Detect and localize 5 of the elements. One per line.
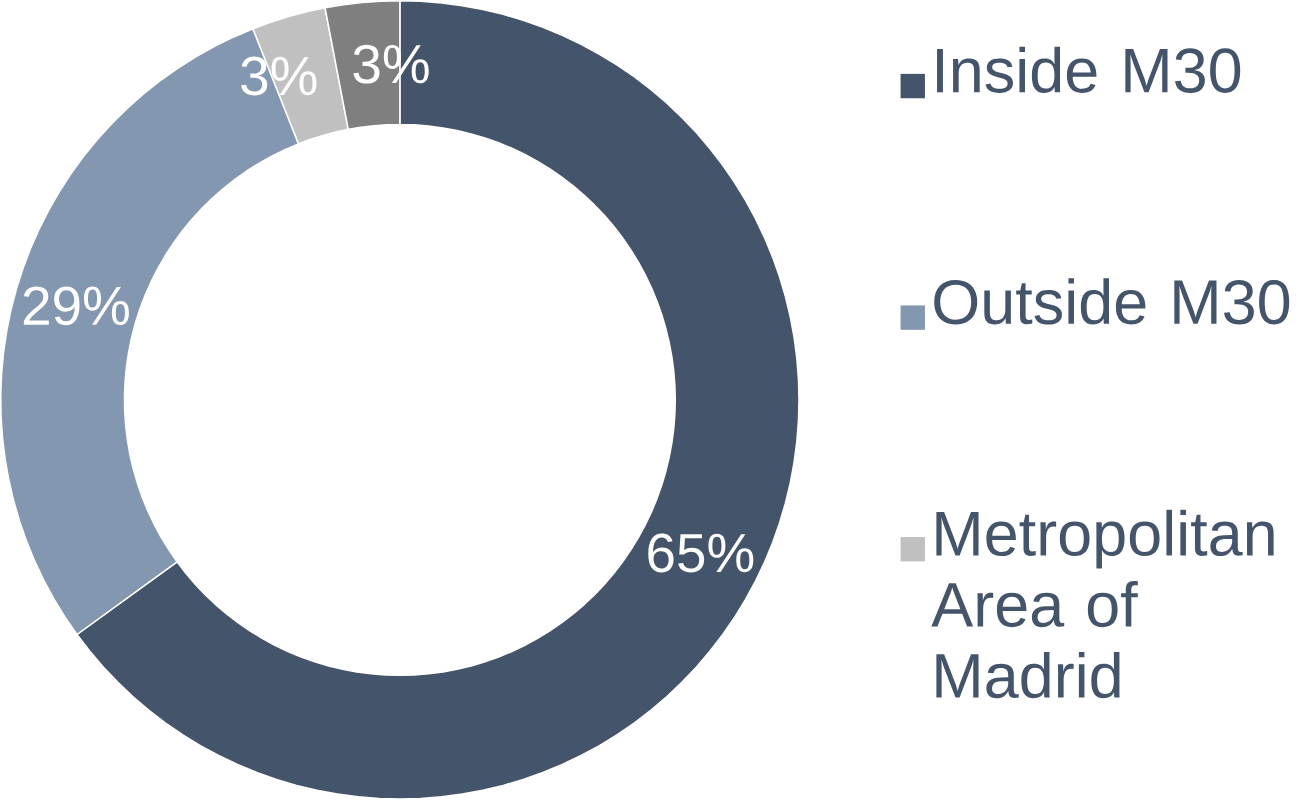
data-label: 65%: [648, 533, 754, 573]
legend-label: Metropolitan Area of Madrid: [931, 509, 1274, 699]
legend-label: Outside M30: [934, 278, 1290, 325]
data-label: 29%: [23, 286, 129, 326]
legend-label: Inside M30: [937, 46, 1241, 93]
